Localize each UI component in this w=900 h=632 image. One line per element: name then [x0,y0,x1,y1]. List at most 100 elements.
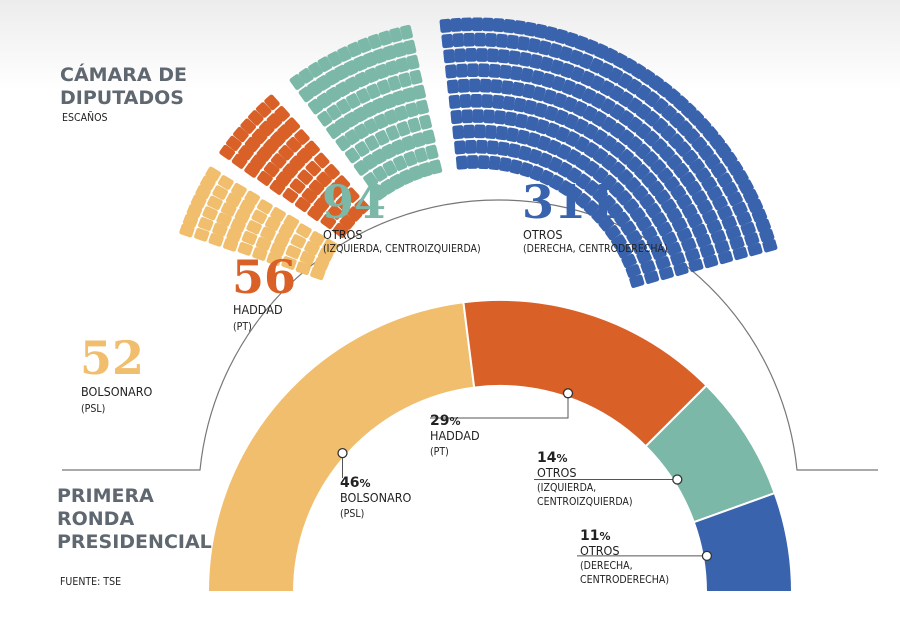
seat-otros-izq [344,147,361,164]
seat-otros-der [501,80,514,95]
seat-otros-der [556,144,572,160]
seat-otros-izq [412,132,426,148]
seats-value-haddad: 56 [232,250,296,304]
seat-otros-der [479,78,492,93]
seat-otros-der [605,225,621,241]
seat-otros-der [558,180,574,196]
parliament-seats [179,17,778,288]
seat-otros-der [455,155,468,170]
seat-otros-der [608,67,624,84]
presidential-title-line2: RONDA [57,508,134,530]
seat-otros-izq [372,97,387,114]
seat-haddad [327,182,343,198]
seat-otros-izq [354,71,370,88]
seat-otros-der [495,125,508,141]
seats-name-otros-izq: OTROS [323,227,363,242]
pres-sub2-otros-izq: CENTROIZQUIERDA) [537,496,633,508]
seat-otros-izq [375,130,390,146]
marker-haddad [562,388,574,399]
seat-otros-der [676,120,693,136]
seat-otros-der [564,113,579,130]
seat-otros-der [616,243,633,259]
seat-otros-der [681,237,697,252]
seat-otros-der [565,131,580,147]
seats-sub-otros-der: (DERECHA, CENTRODERECHA) [523,243,668,255]
seat-haddad [297,169,314,185]
seat-otros-der [656,221,673,237]
seat-otros-izq [414,147,428,163]
seat-otros-der [681,102,697,119]
seat-otros-izq [391,139,406,155]
seat-otros-izq [402,87,416,103]
seat-otros-der [641,225,658,241]
seats-value-bolsonaro: 52 [80,331,144,385]
seat-otros-izq [354,141,370,157]
seat-otros-izq [289,74,305,90]
seat-otros-izq [366,83,381,100]
pres-sub-bolsonaro: (PSL) [340,508,364,520]
seat-otros-der [673,162,690,179]
seat-haddad [219,144,236,160]
seat-otros-der [514,113,528,129]
seat-otros-der [535,119,550,135]
seat-otros-der [563,96,578,113]
seat-bolsonaro [246,220,262,235]
seat-bolsonaro [222,237,239,252]
seat-haddad [305,160,322,177]
seat-otros-izq [367,33,382,50]
seat-otros-der [463,32,475,47]
seat-otros-der [523,21,537,37]
seat-otros-der [660,125,677,142]
seat-otros-der [706,186,723,201]
seat-otros-izq [399,169,414,185]
seat-otros-der [463,124,475,139]
seat-bolsonaro [212,185,229,200]
seat-bolsonaro [299,250,316,266]
pres-pct-otros-der: 11% [580,528,611,544]
seat-otros-izq [363,172,379,188]
seat-haddad [294,196,311,213]
seat-otros-der [472,109,484,123]
seat-otros-der [589,57,604,74]
seat-bolsonaro [304,240,320,256]
seat-otros-izq [372,165,388,182]
seat-otros-izq [354,123,369,140]
seat-otros-der [610,122,626,139]
seat-otros-der [538,152,553,169]
seat-otros-der [611,234,627,250]
seat-otros-izq [375,63,389,80]
seats-sub-haddad: (PT) [233,321,252,333]
seat-bolsonaro [285,244,302,260]
seat-otros-izq [373,48,387,64]
seat-otros-izq [413,84,426,100]
seat-otros-der [609,182,625,198]
seat-otros-der [625,264,641,278]
seat-otros-der [710,229,727,244]
seat-otros-der [583,123,599,140]
seat-otros-der [687,213,703,229]
seat-otros-der [498,157,512,172]
seat-otros-der [549,174,564,191]
seat-otros-der [474,124,486,139]
seat-otros-der [561,79,576,95]
seat-otros-der [465,139,477,154]
seat-otros-der [626,156,643,173]
seat-otros-der [459,94,472,108]
seat-haddad [258,120,275,137]
seat-otros-der [511,81,525,97]
seat-otros-der [747,242,763,257]
seat-otros-der [716,172,733,188]
seat-haddad [346,206,363,222]
seat-bolsonaro [205,166,221,182]
seat-haddad [266,113,283,129]
seat-bolsonaro [182,213,199,228]
seat-otros-der [644,270,660,284]
seat-otros-izq [337,46,352,62]
seat-otros-der [448,94,461,109]
seat-otros-der [598,62,614,79]
seat-otros-der [545,122,560,138]
seat-otros-der [609,104,625,120]
pres-name-otros-izq: OTROS [537,465,577,480]
seat-otros-der [519,162,534,178]
